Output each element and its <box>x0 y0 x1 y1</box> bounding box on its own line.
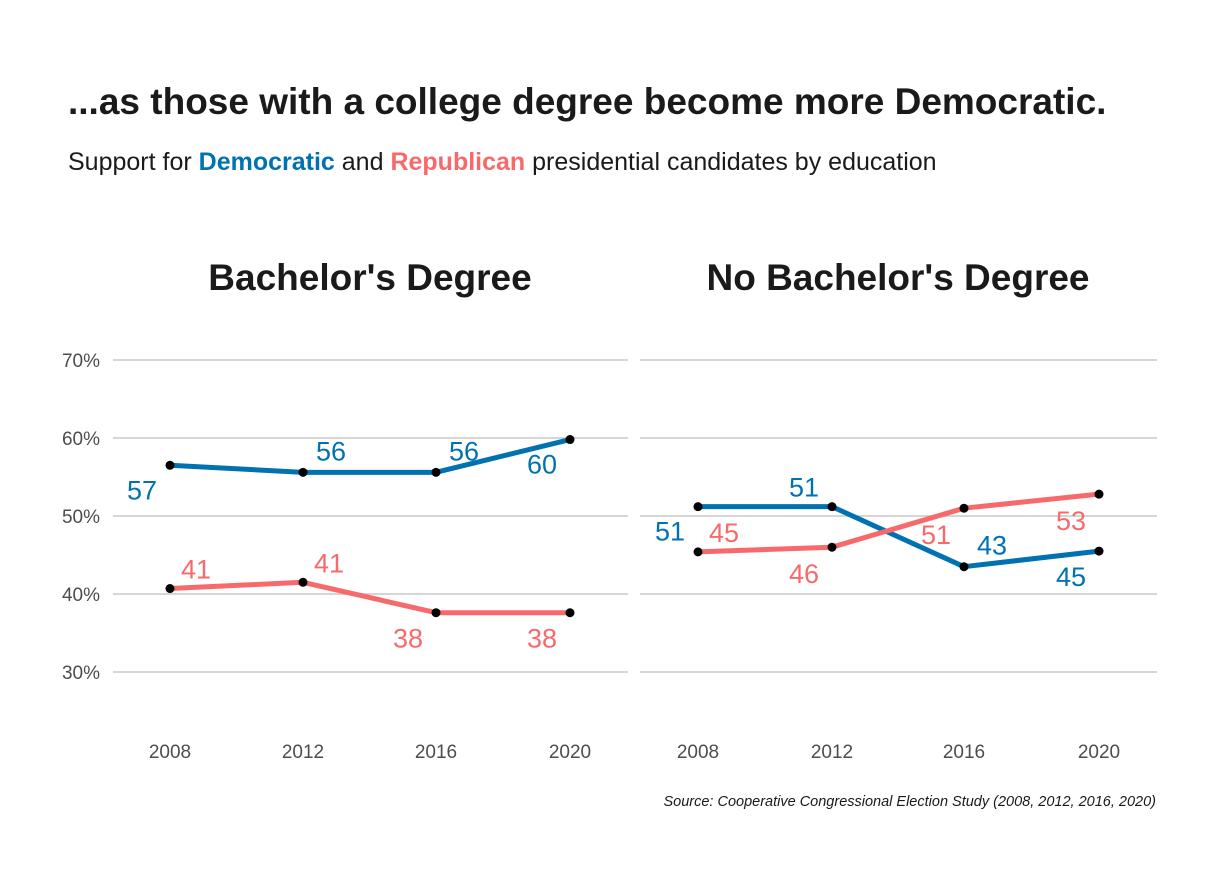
chart-title: ...as those with a college degree become… <box>68 81 1106 122</box>
republican-data-point <box>431 608 441 618</box>
republican-data-point <box>165 584 175 594</box>
republican-data-point <box>1094 489 1104 499</box>
democratic-series-line <box>695 504 1102 570</box>
republican-data-label: 41 <box>314 548 344 578</box>
democratic-data-point <box>565 435 575 445</box>
x-tick-label: 2020 <box>549 742 591 763</box>
chart-panels: Bachelor's Degree 30% 40% 50% 60% 70% 2008 2012… <box>62 257 1157 763</box>
republican-data-point <box>693 547 703 557</box>
panel-bachelors-degree: Bachelor's Degree 30% 40% 50% 60% 70% 2008 2012… <box>62 257 628 763</box>
democratic-data-point <box>1094 546 1104 556</box>
x-tick-label: 2020 <box>1078 742 1120 763</box>
democratic-data-label: 45 <box>1056 562 1086 592</box>
republican-data-label: 46 <box>789 559 819 589</box>
panel-title: Bachelor's Degree <box>208 257 531 298</box>
y-tick-label: 60% <box>62 429 100 450</box>
democratic-data-point <box>298 467 308 477</box>
subtitle-republican: Republican <box>390 148 525 176</box>
x-tick-label: 2012 <box>282 742 324 763</box>
x-tick-label: 2008 <box>149 742 191 763</box>
source-note: Source: Cooperative Congressional Electi… <box>663 794 1156 810</box>
y-tick-label: 30% <box>62 663 100 684</box>
republican-data-point <box>959 503 969 513</box>
y-tick-label: 50% <box>62 507 100 528</box>
panel-no-bachelors-degree: No Bachelor's Degree 2008 2012 2016 2020 51 51… <box>640 257 1157 763</box>
democratic-data-label: 56 <box>449 436 479 466</box>
democratic-data-label: 51 <box>789 473 819 503</box>
democratic-data-point <box>959 562 969 572</box>
subtitle-prefix: Support for <box>68 148 192 176</box>
democratic-series-line <box>167 437 573 475</box>
x-tick-label: 2016 <box>943 742 985 763</box>
democratic-data-label: 57 <box>127 475 157 505</box>
x-tick-label: 2016 <box>415 742 457 763</box>
x-tick-label: 2012 <box>811 742 853 763</box>
democratic-data-point <box>693 502 703 512</box>
republican-data-point <box>827 542 837 552</box>
democratic-data-label: 60 <box>527 450 557 480</box>
y-tick-label: 70% <box>62 351 100 372</box>
subtitle-mid: and <box>342 148 384 176</box>
subtitle-democratic: Democratic <box>199 148 335 176</box>
republican-data-label: 38 <box>393 624 423 654</box>
democratic-data-point <box>827 502 837 512</box>
y-tick-label: 40% <box>62 585 100 606</box>
subtitle-suffix: presidential candidates by education <box>532 148 936 176</box>
democratic-data-point <box>165 460 175 470</box>
chart-subtitle: Support for Democratic and Republican pr… <box>68 148 937 176</box>
republican-data-label: 38 <box>527 624 557 654</box>
democratic-data-label: 43 <box>977 531 1007 561</box>
democratic-data-label: 56 <box>316 436 346 466</box>
republican-data-label: 53 <box>1056 506 1086 536</box>
republican-series-line <box>167 579 573 616</box>
republican-data-label: 51 <box>921 520 951 550</box>
x-tick-label: 2008 <box>677 742 719 763</box>
democratic-data-label: 51 <box>655 517 685 547</box>
republican-data-label: 45 <box>709 518 739 548</box>
republican-data-point <box>298 577 308 587</box>
republican-data-point <box>565 608 575 618</box>
republican-data-label: 41 <box>181 555 211 585</box>
panel-title: No Bachelor's Degree <box>706 257 1089 298</box>
democratic-data-point <box>431 467 441 477</box>
republican-series-line <box>695 491 1102 555</box>
